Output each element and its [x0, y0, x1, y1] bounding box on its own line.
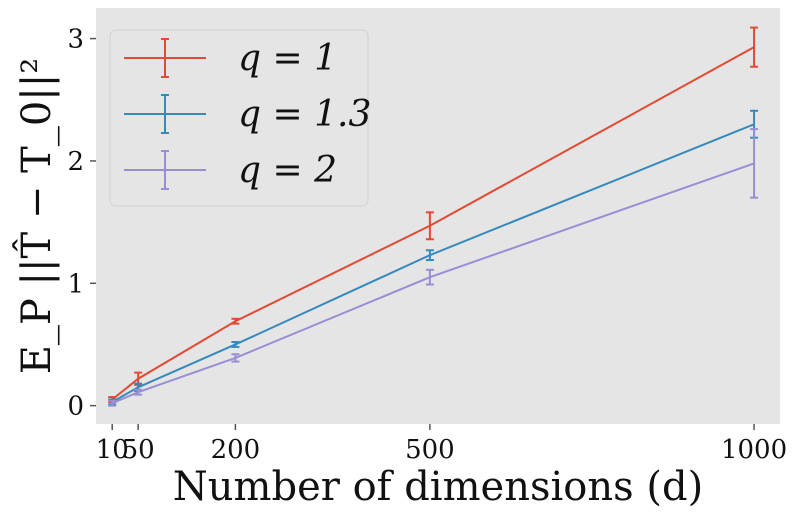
y-tick-label: 2 — [67, 147, 84, 177]
series-layer — [108, 26, 759, 407]
x-tick-label: 200 — [211, 435, 261, 465]
legend-entry-3: q = 2 — [238, 150, 337, 191]
x-axis-label: Number of dimensions (d) — [173, 464, 703, 510]
x-tick-label: 50 — [122, 435, 155, 465]
y-tick-label: 1 — [67, 269, 84, 299]
x-tick-label: 500 — [405, 435, 455, 465]
y-tick-label: 3 — [67, 25, 84, 55]
x-tick-label: 1000 — [721, 435, 787, 465]
legend-entry-2: q = 1.3 — [238, 94, 371, 135]
legend: q = 1 q = 1.3 q = 2 — [109, 29, 371, 207]
y-tick-label: 0 — [67, 392, 84, 422]
y-axis-label: E_P ||T̂ − T_0||² — [14, 58, 60, 375]
legend-entry-1: q = 1 — [238, 38, 337, 79]
x-tick-label: 10 — [96, 435, 129, 465]
series-1 — [108, 26, 759, 403]
series-3 — [108, 128, 759, 407]
legend-box — [109, 29, 369, 207]
